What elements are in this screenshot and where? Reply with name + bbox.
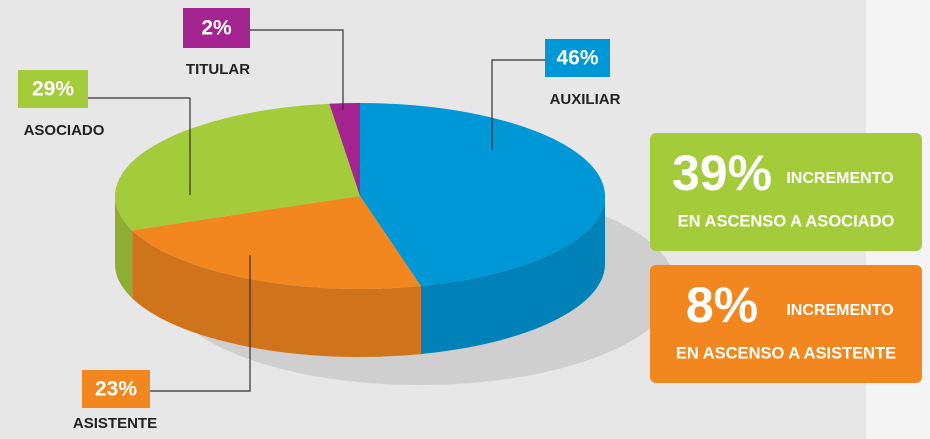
leader-line xyxy=(150,255,251,392)
leader-line xyxy=(491,59,545,150)
label-box xyxy=(183,8,250,48)
annotation-text: INCREMENTO xyxy=(786,170,893,187)
annotation-subtext: EN ASCENSO A ASISTENTE xyxy=(676,344,896,362)
category-label: AUXILIAR xyxy=(550,91,621,108)
value-label: 46% xyxy=(556,47,598,70)
annotation-subtext: EN ASCENSO A ASOCIADO xyxy=(678,212,895,230)
value-label: 2% xyxy=(201,17,232,40)
slice xyxy=(114,103,360,231)
value-label: 23% xyxy=(95,378,137,401)
category-label: TITULAR xyxy=(186,61,250,78)
slice xyxy=(132,196,421,289)
pie xyxy=(114,103,606,358)
slice-side-shade xyxy=(420,196,605,355)
leader-line xyxy=(88,97,191,195)
category-label: ASOCIADO xyxy=(24,122,105,139)
slice-side-shade xyxy=(132,230,421,358)
slice-side-shade xyxy=(115,196,133,299)
slice xyxy=(329,103,360,196)
slice xyxy=(360,103,606,287)
annotations: 39% INCREMENTO EN ASCENSO A ASOCIADO 8% INCR… xyxy=(650,133,922,383)
label-box xyxy=(82,370,150,408)
labels: 46% AUXILIAR 23% ASISTENTE 29% ASOCIADO 2% TITU… xyxy=(18,8,621,432)
annotation-value: 8% xyxy=(686,277,758,333)
slice-side xyxy=(132,230,421,358)
label-box xyxy=(545,39,610,77)
slice-side xyxy=(115,196,133,299)
label-box xyxy=(18,70,88,108)
annotation-box xyxy=(650,265,922,383)
annotation-value: 39% xyxy=(672,145,772,201)
annotation-box xyxy=(650,133,922,251)
category-label: ASISTENTE xyxy=(73,415,157,432)
annotation-text: INCREMENTO xyxy=(786,302,893,319)
leader-line xyxy=(250,29,344,110)
value-label: 29% xyxy=(32,78,74,101)
slice-side xyxy=(420,196,605,355)
